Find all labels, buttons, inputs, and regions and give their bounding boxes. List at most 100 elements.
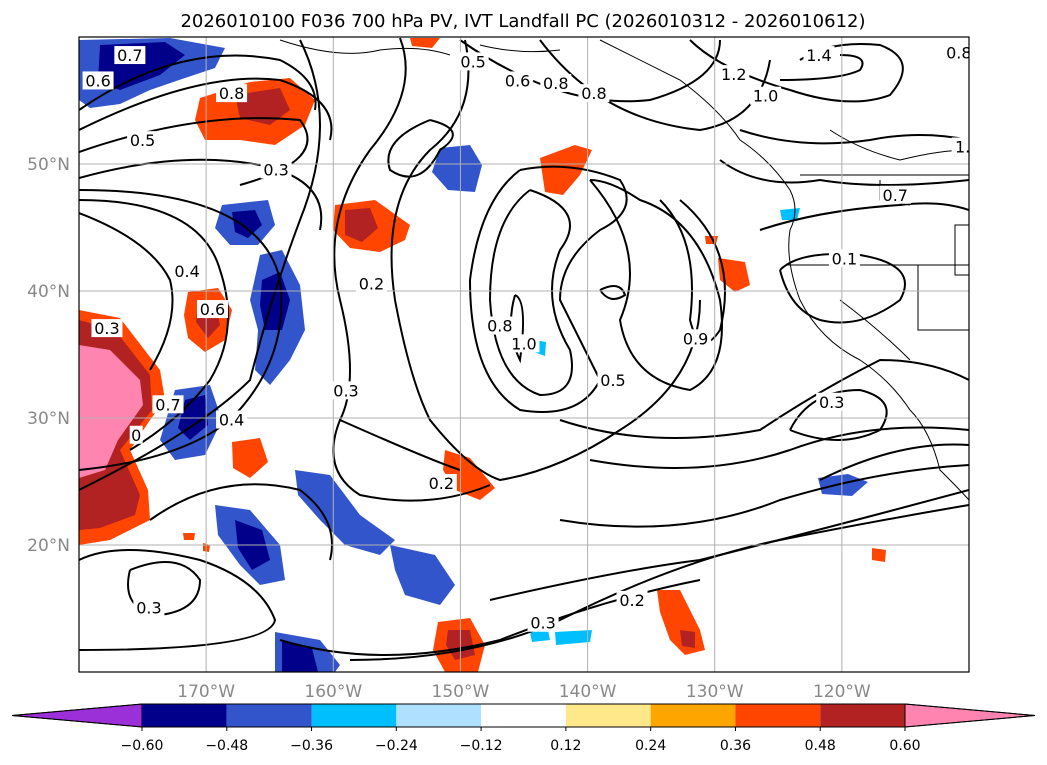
pos-patch: [872, 548, 886, 562]
colorbar-extend-max: [904, 703, 1036, 728]
contour-label: 0.3: [333, 381, 358, 400]
contour-label-bg: [828, 249, 860, 268]
pos-patch-core: [235, 88, 290, 125]
contour-label: 0.6: [85, 71, 110, 90]
contour-label: 0.5: [460, 52, 485, 71]
contour-label-bg: [425, 474, 457, 493]
contour-label: 0: [131, 426, 141, 445]
contour-label-bg: [502, 71, 534, 90]
pos-patch: [540, 145, 592, 195]
colorbar-tick-label: 0.60: [889, 738, 920, 754]
contour-label-bg: [508, 334, 540, 353]
colorbar-extend-min: [11, 703, 143, 728]
y-tick-label: 20°N: [27, 536, 70, 556]
contour-label: 0.8: [581, 84, 606, 103]
colorbar-bin: [311, 704, 397, 727]
contour-label-bg: [484, 316, 516, 335]
x-tick-label: 170°W: [177, 682, 235, 702]
contour-label: 0.2: [359, 275, 384, 294]
map-frame: [78, 36, 970, 673]
contour-label-bg: [527, 613, 559, 632]
contour-label-bg: [216, 410, 248, 429]
contour-label-bg: [540, 73, 572, 92]
x-tick-label: 140°W: [559, 682, 617, 702]
y-tick-label: 30°N: [27, 409, 70, 429]
gridlines: [79, 37, 969, 672]
contour-label-bg: [133, 598, 165, 617]
contour-label-bg: [951, 137, 969, 156]
colorbar-tick-label: −0.60: [121, 738, 164, 754]
pos-patch: [232, 438, 268, 478]
contour-label-bg: [816, 392, 848, 411]
neg-patch: [818, 474, 868, 496]
contour-label: 0.3: [819, 393, 844, 412]
contour-label-bg: [260, 160, 292, 179]
contour-label: 1.2: [721, 65, 746, 84]
pos-patch-max: [79, 345, 143, 478]
contour-label-bg: [616, 590, 648, 609]
colorbar-bin: [396, 704, 482, 727]
contour-label-bg: [943, 43, 969, 62]
neg-patch: [295, 470, 395, 555]
contour-label-bg: [355, 274, 387, 293]
contour-label: 1.0: [753, 87, 778, 106]
contour-label: 0.3: [136, 599, 161, 618]
contour-label-bg: [152, 395, 184, 414]
colorbar-tick-label: −0.12: [460, 738, 503, 754]
contour-label: 0.8: [219, 84, 244, 103]
colorbar-bin: [820, 704, 905, 727]
pos-patch: [410, 38, 440, 48]
contour-label: 1.0: [511, 334, 536, 353]
colorbar-bin: [650, 704, 736, 727]
x-axis-ticks: 170°W 160°W 150°W 140°W 130°W 120°W: [177, 682, 871, 702]
contour-label-bg: [171, 261, 203, 280]
x-tick-label: 150°W: [432, 682, 490, 702]
colorbar: [11, 703, 1036, 728]
colorbar-tick-label: 0.12: [550, 738, 581, 754]
colorbar-ticks: −0.60 −0.48 −0.36 −0.24 −0.12 0.12 0.24 0.36 0.4…: [121, 727, 921, 754]
contour-label: 0.7: [155, 395, 180, 414]
colorbar-bin: [735, 704, 821, 727]
contour-label-bg: [578, 84, 610, 103]
contour-label: 0.8: [946, 44, 971, 63]
contour-label: 1.4: [806, 46, 831, 65]
contour-label-bg: [129, 425, 143, 444]
contour-label-bg: [879, 185, 911, 204]
contour-label-bg: [750, 86, 782, 105]
contour-label: 1.: [955, 137, 970, 156]
x-tick-label: 130°W: [686, 682, 744, 702]
contour-label-bg: [114, 46, 146, 65]
contour-label: 0.7: [117, 46, 142, 65]
contour-label: 0.3: [94, 319, 119, 338]
contour-label-bg: [91, 319, 123, 338]
contour-label-bg: [680, 329, 712, 348]
contour-label: 0.7: [883, 186, 908, 205]
contour-label-bg: [216, 84, 248, 103]
neg-patch: [555, 630, 592, 645]
contour-label-bg: [803, 46, 835, 65]
pv-anomaly-shading: [79, 38, 886, 672]
pos-patch: [718, 258, 750, 292]
neg-patch: [780, 208, 800, 220]
contour-label: 0.6: [200, 300, 225, 319]
y-axis-ticks: 20°N 30°N 40°N 50°N: [27, 155, 70, 556]
contour-label: 0.8: [543, 74, 568, 93]
contour-label-bg: [457, 52, 489, 71]
y-tick-label: 40°N: [27, 282, 70, 302]
contour-label-bg: [127, 131, 159, 150]
contour-label-bg: [330, 381, 362, 400]
colorbar-bin: [565, 704, 651, 727]
pos-patch-core: [345, 208, 378, 242]
y-tick-label: 50°N: [27, 155, 70, 175]
colorbar-bin: [481, 704, 566, 727]
contour-label: 0.1: [832, 249, 857, 268]
contour-label-bg: [718, 65, 750, 84]
colorbar-tick-label: −0.24: [375, 738, 418, 754]
map-area: 0.60.70.80.50.30.50.6 0.80.81.21.01.4 0.81…: [79, 37, 971, 672]
colorbar-bin: [226, 704, 312, 727]
neg-patch: [530, 630, 550, 642]
colorbar-tick-label: −0.48: [205, 738, 248, 754]
contour-labels: 0.60.70.80.50.30.50.6 0.80.81.21.01.4 0.81…: [82, 43, 971, 633]
pos-patch: [183, 533, 195, 540]
